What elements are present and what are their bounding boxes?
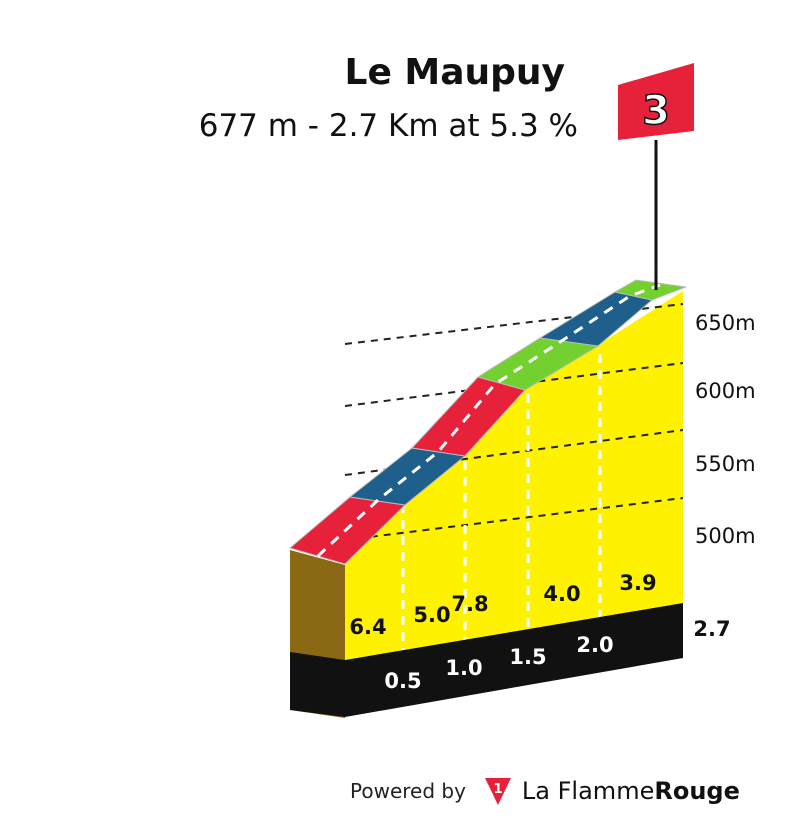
altitude-tick-label: 500m: [695, 524, 756, 548]
altitude-gridline: [344, 303, 684, 345]
gradient-label: 6.4: [349, 615, 386, 639]
altitude-gridline: [344, 497, 684, 541]
brand-name-part2: Rouge: [654, 777, 740, 805]
brand-name-part1: La Flamme: [521, 777, 655, 805]
altitude-tick-label: 650m: [695, 311, 756, 335]
distance-label: 2.7: [693, 617, 730, 641]
powered-by-text: Powered by: [350, 779, 466, 803]
gradient-segment: [613, 279, 687, 301]
gradient-label: 7.8: [451, 592, 488, 616]
distance-label: 0.5: [384, 669, 421, 693]
category-flag: [618, 63, 694, 140]
category-flag-number: 3: [642, 88, 670, 134]
altitude-tick-label: 600m: [695, 379, 756, 403]
altitude-tick-label: 550m: [695, 452, 756, 476]
climb-profile-chart: 6.4 5.0 7.8 4.0 3.9 0.5 1.0 1.5 2.0 2.7 650m 600m 55…: [288, 63, 756, 718]
gradient-label: 4.0: [543, 582, 580, 606]
gradient-label: 5.0: [413, 603, 450, 627]
climb-summary: 677 m - 2.7 Km at 5.3 %: [198, 108, 578, 144]
flamme-rouge-icon: 1: [484, 778, 511, 805]
climb-name: Le Maupuy: [344, 52, 566, 93]
distance-label: 1.5: [509, 645, 546, 669]
distance-label: 1.0: [445, 656, 482, 680]
footer: Powered by 1 La Flamme Rouge: [350, 776, 740, 806]
profile-base-side: [290, 652, 345, 717]
distance-label: 2.0: [576, 633, 613, 657]
gradient-label: 3.9: [619, 571, 656, 595]
flamme-rouge-icon-glyph: 1: [493, 782, 502, 797]
profile-base-strip: [345, 603, 683, 717]
